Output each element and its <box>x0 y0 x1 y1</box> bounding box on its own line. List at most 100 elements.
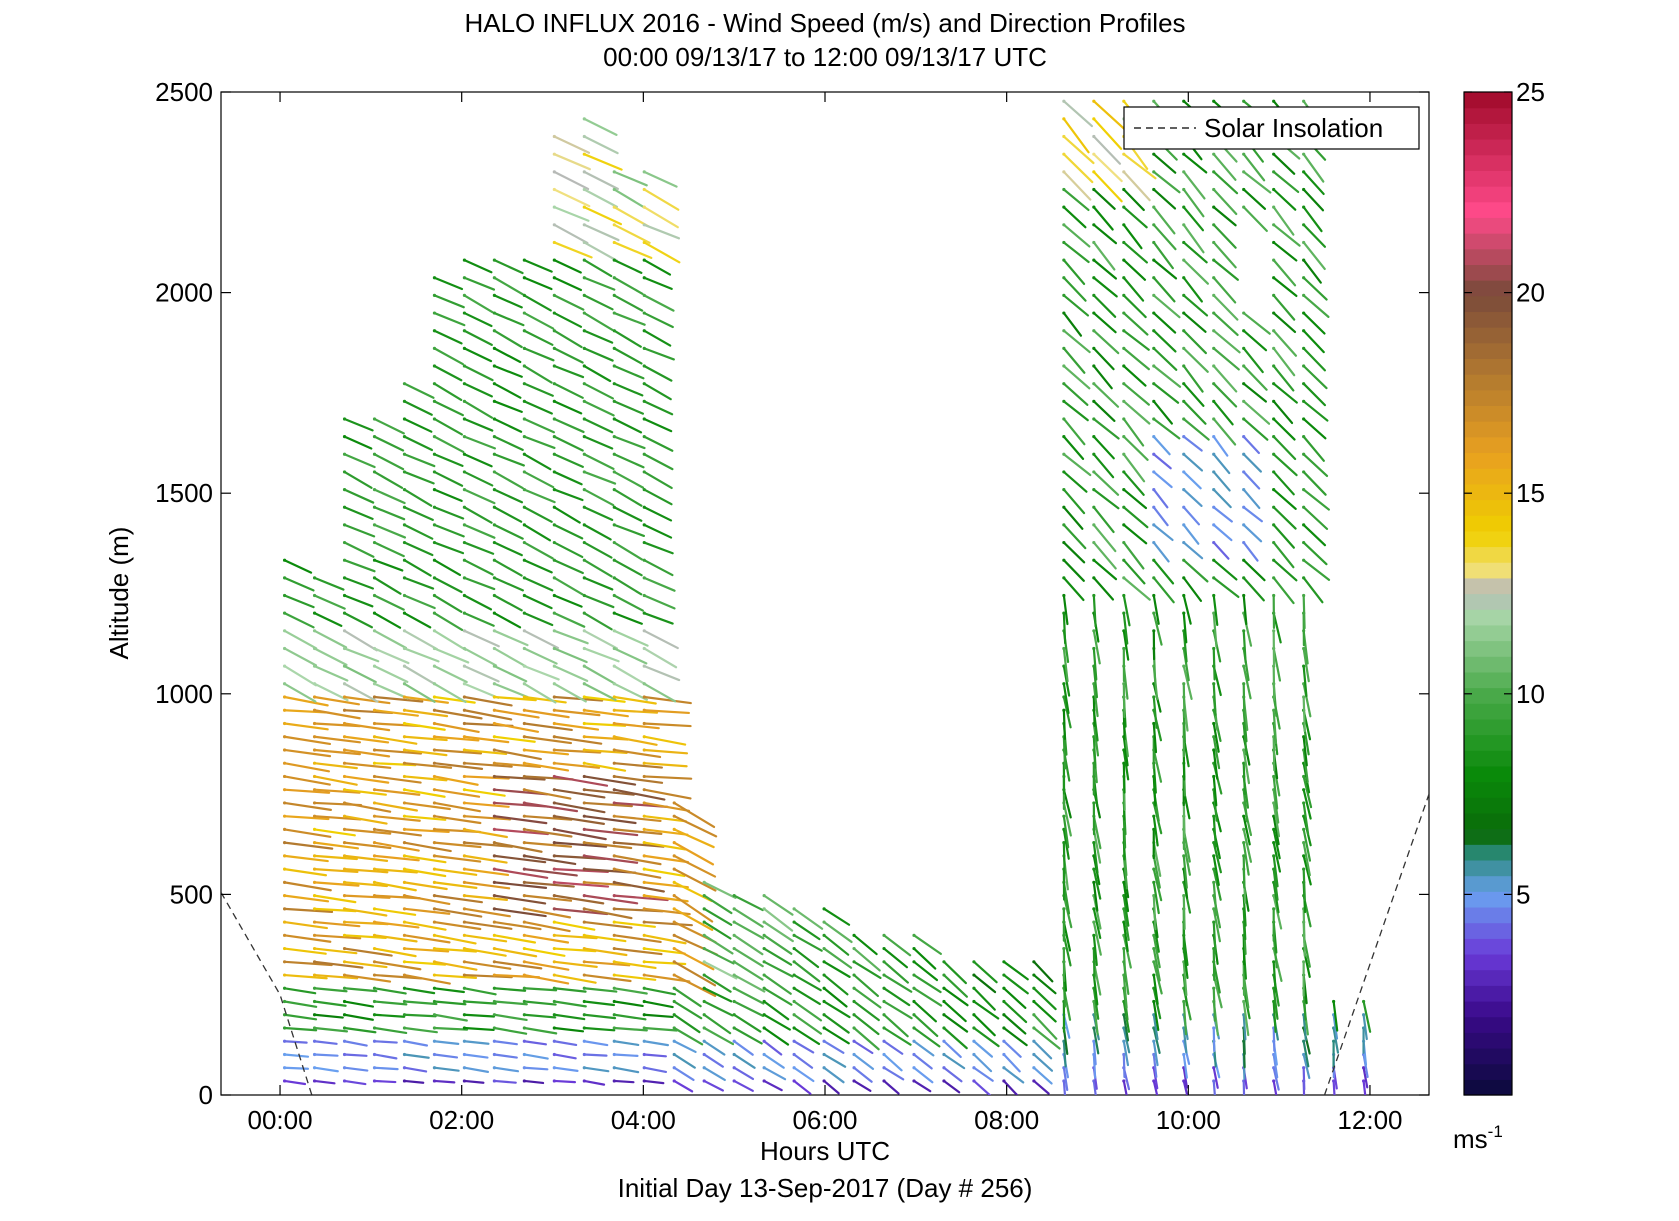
wind-arrow-head <box>433 894 436 897</box>
wind-arrow-head <box>493 665 496 668</box>
wind-arrow-head <box>1272 960 1275 963</box>
wind-arrow-head <box>283 960 286 963</box>
colorbar-cell <box>1464 907 1512 923</box>
wind-arrow-head <box>1062 576 1065 579</box>
wind-arrow-head <box>433 1013 436 1016</box>
wind-arrow-head <box>433 506 436 509</box>
wind-arrow-head <box>553 881 556 884</box>
wind-arrow-head <box>1092 576 1095 579</box>
wind-arrow-head <box>373 815 376 818</box>
wind-arrow-head <box>523 695 526 698</box>
wind-arrow-head <box>313 695 316 698</box>
wind-arrow-head <box>463 920 466 923</box>
wind-arrow-head <box>433 722 436 725</box>
wind-arrow <box>315 1054 338 1055</box>
wind-arrow-head <box>583 987 586 990</box>
wind-arrow-head <box>882 947 885 950</box>
wind-arrow-head <box>1272 241 1275 244</box>
y-tick-label: 1500 <box>155 478 213 508</box>
wind-arrow <box>345 1054 367 1055</box>
wind-arrow-head <box>1272 311 1275 314</box>
wind-arrow-head <box>463 973 466 976</box>
wind-arrow-head <box>613 276 616 279</box>
wind-arrow-head <box>1062 417 1065 420</box>
wind-arrow-head <box>583 523 586 526</box>
wind-arrow-head <box>493 735 496 738</box>
wind-arrow-head <box>1032 1013 1035 1016</box>
wind-arrow-head <box>433 311 436 314</box>
wind-arrow-head <box>583 762 586 765</box>
wind-arrow-head <box>1122 188 1125 191</box>
wind-arrow-head <box>1152 259 1155 262</box>
wind-arrow-head <box>1092 453 1095 456</box>
wind-arrow-head <box>1092 117 1095 120</box>
wind-arrow-head <box>972 1066 975 1069</box>
wind-arrow-head <box>1092 347 1095 350</box>
wind-arrow-head <box>313 594 316 597</box>
x-axis-label: Hours UTC <box>760 1136 890 1166</box>
wind-arrow-head <box>433 329 436 332</box>
wind-arrow-head <box>583 135 586 138</box>
wind-arrow-head <box>882 987 885 990</box>
wind-arrow-head <box>1152 470 1155 473</box>
wind-arrow-head <box>553 934 556 937</box>
wind-arrow-head <box>283 576 286 579</box>
wind-arrow-head <box>343 665 346 668</box>
wind-arrow-head <box>1212 329 1215 332</box>
wind-arrow-head <box>523 1053 526 1056</box>
wind-arrow-head <box>1182 276 1185 279</box>
wind-arrow-head <box>403 695 406 698</box>
wind-arrow-head <box>1242 206 1245 209</box>
wind-arrow-head <box>852 960 855 963</box>
wind-arrow-head <box>403 417 406 420</box>
wind-arrow-head <box>583 594 586 597</box>
wind-arrow-head <box>553 894 556 897</box>
wind-arrow-head <box>463 506 466 509</box>
wind-arrow-head <box>1272 488 1275 491</box>
wind-arrow-head <box>613 907 616 910</box>
wind-arrow-head <box>553 1000 556 1003</box>
wind-arrow-head <box>433 801 436 804</box>
wind-arrow-head <box>733 947 736 950</box>
wind-arrow-head <box>1302 801 1305 804</box>
colorbar-cell <box>1464 876 1512 892</box>
wind-arrow-head <box>493 453 496 456</box>
wind-arrow-head <box>643 294 646 297</box>
colorbar-cell <box>1464 891 1512 907</box>
wind-arrow-head <box>1002 987 1005 990</box>
wind-arrow-head <box>373 868 376 871</box>
wind-arrow-head <box>1302 828 1305 831</box>
colorbar-cell <box>1464 954 1512 970</box>
wind-arrow-head <box>1062 541 1065 544</box>
colorbar-cell <box>1464 1017 1512 1033</box>
wind-arrow-head <box>373 488 376 491</box>
wind-arrow-head <box>1212 1026 1215 1029</box>
wind-arrow <box>1214 1028 1215 1051</box>
colorbar-cell <box>1464 233 1512 249</box>
wind-arrow-head <box>613 576 616 579</box>
wind-arrow-head <box>613 1040 616 1043</box>
wind-arrow-head <box>403 1079 406 1082</box>
wind-arrow-head <box>1212 987 1215 990</box>
wind-arrow-head <box>1212 523 1215 526</box>
wind-arrow-head <box>793 1040 796 1043</box>
wind-arrow-head <box>433 775 436 778</box>
wind-arrow-head <box>433 364 436 367</box>
wind-arrow-head <box>373 470 376 473</box>
wind-arrow-head <box>553 453 556 456</box>
colorbar-cell <box>1464 249 1512 265</box>
wind-arrow-head <box>613 647 616 650</box>
wind-arrow-head <box>583 748 586 751</box>
wind-arrow-head <box>523 1079 526 1082</box>
wind-arrow-head <box>553 206 556 209</box>
wind-arrow-head <box>523 828 526 831</box>
wind-arrow-head <box>643 695 646 698</box>
wind-arrow-head <box>1302 400 1305 403</box>
wind-arrow-head <box>1122 329 1125 332</box>
colorbar-cell <box>1464 531 1512 547</box>
wind-arrow-head <box>942 973 945 976</box>
wind-arrow-head <box>373 934 376 937</box>
wind-arrow-head <box>1212 259 1215 262</box>
wind-arrow-head <box>613 206 616 209</box>
wind-arrow-head <box>433 854 436 857</box>
